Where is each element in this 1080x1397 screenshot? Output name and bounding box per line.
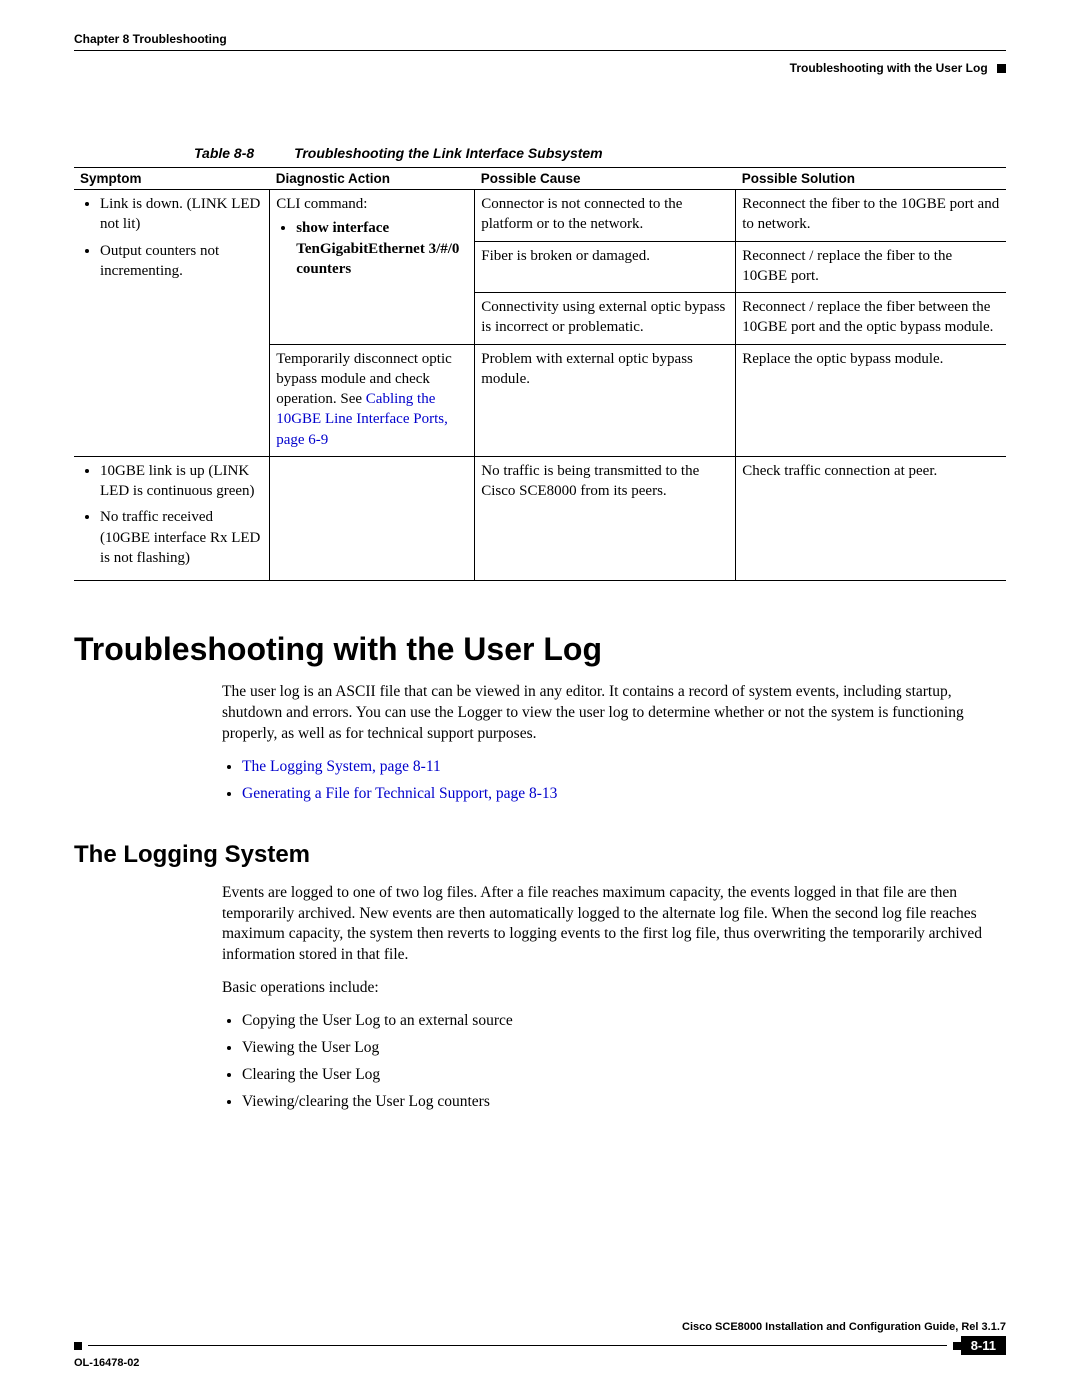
cell-cause: Problem with external optic bypass modul… <box>475 344 736 456</box>
footer-square-icon <box>953 1342 961 1350</box>
diag-prefix: CLI command: <box>276 196 367 212</box>
paragraph: Basic operations include: <box>222 978 1006 999</box>
link-logging-system[interactable]: The Logging System, page 8-11 <box>242 758 441 775</box>
header-square-icon <box>997 64 1006 73</box>
troubleshooting-table: Symptom Diagnostic Action Possible Cause… <box>74 167 1006 581</box>
page-footer: Cisco SCE8000 Installation and Configura… <box>74 1321 1006 1369</box>
table-row: 10GBE link is up (LINK LED is continuous… <box>74 456 1006 580</box>
cell-diagnostic: Temporarily disconnect optic bypass modu… <box>270 344 475 456</box>
col-cause: Possible Cause <box>475 168 736 190</box>
heading-user-log: Troubleshooting with the User Log <box>74 631 1006 668</box>
table-title: Troubleshooting the Link Interface Subsy… <box>294 145 603 161</box>
footer-doc-id: OL-16478-02 <box>74 1357 1006 1369</box>
cell-symptom: Link is down. (LINK LED not lit) Output … <box>74 190 270 457</box>
col-solution: Possible Solution <box>736 168 1006 190</box>
page-number: 8-11 <box>961 1336 1006 1355</box>
symptom-item: 10GBE link is up (LINK LED is continuous… <box>100 461 263 502</box>
chapter-label: Chapter 8 Troubleshooting <box>74 32 227 46</box>
cell-cause: No traffic is being transmitted to the C… <box>475 456 736 580</box>
cell-diagnostic <box>270 456 475 580</box>
table-row: Link is down. (LINK LED not lit) Output … <box>74 190 1006 242</box>
logging-system-body: Events are logged to one of two log file… <box>222 883 1006 1113</box>
table-header-row: Symptom Diagnostic Action Possible Cause… <box>74 168 1006 190</box>
cell-solution: Reconnect / replace the fiber between th… <box>736 293 1006 345</box>
cell-symptom: 10GBE link is up (LINK LED is continuous… <box>74 456 270 580</box>
footer-square-icon <box>74 1342 82 1350</box>
header-section-text: Troubleshooting with the User Log <box>790 61 988 75</box>
page-header: Chapter 8 Troubleshooting <box>74 32 1006 46</box>
paragraph: The user log is an ASCII file that can b… <box>222 682 1006 745</box>
header-section: Troubleshooting with the User Log <box>74 61 1006 75</box>
list-item: Viewing the User Log <box>242 1038 1006 1059</box>
link-tech-support-file[interactable]: Generating a File for Technical Support,… <box>242 785 557 802</box>
heading-logging-system: The Logging System <box>74 841 1006 869</box>
paragraph: Events are logged to one of two log file… <box>222 883 1006 967</box>
table-number: Table 8-8 <box>194 145 254 161</box>
footer-guide: Cisco SCE8000 Installation and Configura… <box>74 1321 1006 1333</box>
col-symptom: Symptom <box>74 168 270 190</box>
cell-solution: Reconnect the fiber to the 10GBE port an… <box>736 190 1006 242</box>
page: Chapter 8 Troubleshooting Troubleshootin… <box>0 0 1080 1397</box>
cell-solution: Replace the optic bypass module. <box>736 344 1006 456</box>
symptom-item: No traffic received (10GBE interface Rx … <box>100 507 263 568</box>
list-item: Viewing/clearing the User Log counters <box>242 1092 1006 1113</box>
table-caption: Table 8-8 Troubleshooting the Link Inter… <box>194 145 1006 161</box>
user-log-body: The user log is an ASCII file that can b… <box>222 682 1006 805</box>
cell-cause: Connector is not connected to the platfo… <box>475 190 736 242</box>
header-rule <box>74 50 1006 51</box>
list-item: Copying the User Log to an external sour… <box>242 1011 1006 1032</box>
cell-cause: Fiber is broken or damaged. <box>475 241 736 293</box>
cell-cause: Connectivity using external optic bypass… <box>475 293 736 345</box>
cell-solution: Reconnect / replace the fiber to the 10G… <box>736 241 1006 293</box>
list-item: Clearing the User Log <box>242 1065 1006 1086</box>
cell-diagnostic: CLI command: show interface TenGigabitEt… <box>270 190 475 345</box>
symptom-item: Link is down. (LINK LED not lit) <box>100 194 263 235</box>
cell-solution: Check traffic connection at peer. <box>736 456 1006 580</box>
symptom-item: Output counters not incrementing. <box>100 241 263 282</box>
cli-command: show interface TenGigabitEthernet 3/#/0 … <box>296 218 468 279</box>
footer-rule <box>88 1345 947 1346</box>
col-diagnostic: Diagnostic Action <box>270 168 475 190</box>
